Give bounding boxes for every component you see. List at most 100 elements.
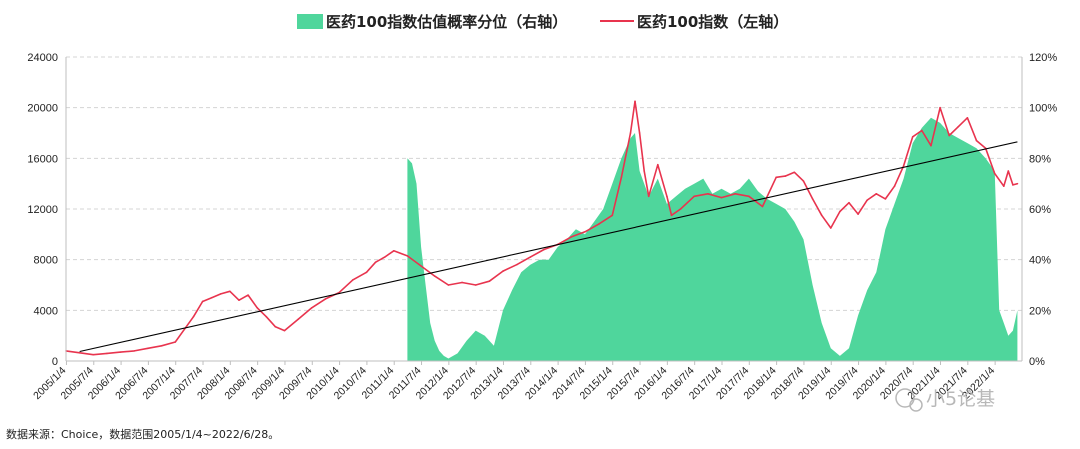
legend: 医药100指数估值概率分位（右轴） 医药100指数（左轴） <box>297 13 788 31</box>
data-point <box>957 125 960 128</box>
x-ticks: 2005/1/42005/7/42006/1/42006/7/42007/1/4… <box>31 361 997 402</box>
data-point <box>620 176 623 179</box>
data-point <box>584 231 586 233</box>
data-point <box>811 198 814 200</box>
data-point <box>461 281 463 284</box>
axes <box>65 57 1023 362</box>
data-point <box>893 185 896 187</box>
data-point <box>1016 182 1019 185</box>
data-point <box>392 250 395 252</box>
data-point <box>406 255 409 257</box>
y-left-tick-label: 12000 <box>27 204 58 216</box>
y-right-tick-label: 60% <box>1029 204 1051 216</box>
data-point <box>256 307 259 309</box>
data-point <box>707 193 709 195</box>
data-point <box>174 341 177 343</box>
data-point <box>670 214 673 217</box>
data-point <box>570 236 573 238</box>
y-right-tick-label: 40% <box>1029 255 1051 267</box>
data-point <box>365 271 368 274</box>
data-point <box>92 353 95 356</box>
data-point <box>238 299 240 302</box>
area-series-layer <box>407 117 1018 361</box>
data-point <box>884 198 887 200</box>
data-point <box>902 165 905 167</box>
watermark-text: 小5论基 <box>926 388 995 410</box>
data-point <box>734 193 736 195</box>
y-right-tick-label: 120% <box>1029 52 1057 64</box>
y-left-tick-label: 20000 <box>27 103 58 115</box>
y-right-tick-label: 0% <box>1029 356 1045 368</box>
data-point <box>147 347 149 350</box>
data-point <box>474 284 477 286</box>
data-point <box>966 117 969 119</box>
legend-label-line: 医药100指数（左轴） <box>637 13 788 31</box>
data-point <box>192 315 195 318</box>
data-point <box>311 307 313 309</box>
data-point <box>229 290 231 293</box>
data-point <box>911 136 914 138</box>
source-note: 数据来源：Choice，数据范围2005/1/4~2022/6/28。 <box>6 427 279 441</box>
y-right-tick-label: 20% <box>1029 305 1051 317</box>
data-point <box>720 196 723 199</box>
data-point <box>324 298 327 300</box>
data-point <box>529 256 532 258</box>
data-point <box>247 294 249 296</box>
data-point <box>666 195 668 198</box>
y-left-tick-label: 16000 <box>27 153 58 165</box>
series-area-valuation-percentile <box>407 117 1018 361</box>
data-point <box>219 293 222 295</box>
y-right-ticks: 0% 20% 40% 60% 80% 100% 120% <box>1029 52 1057 368</box>
watermark: 小5论基 <box>895 388 995 412</box>
data-point <box>119 351 122 353</box>
data-point <box>647 195 650 198</box>
data-point <box>78 351 81 354</box>
wechat-icon <box>895 388 915 408</box>
wechat-icon-dot <box>909 398 923 412</box>
data-point <box>793 171 796 174</box>
data-point <box>875 193 878 195</box>
data-point <box>679 208 682 210</box>
data-point <box>638 132 641 134</box>
data-point <box>975 139 978 142</box>
data-point <box>857 213 859 215</box>
data-point <box>611 214 614 217</box>
data-point <box>839 210 841 213</box>
data-point <box>629 132 632 134</box>
y-left-tick-label: 0 <box>52 356 58 368</box>
data-point <box>939 106 941 109</box>
data-point <box>993 172 996 175</box>
y-right-tick-label: 100% <box>1029 103 1057 115</box>
legend-swatch-area <box>297 14 323 29</box>
data-point <box>183 328 186 331</box>
data-point <box>948 134 950 137</box>
data-point <box>748 195 750 198</box>
data-point <box>830 227 832 229</box>
data-point <box>352 279 354 281</box>
data-point <box>693 195 696 198</box>
data-point <box>921 129 923 132</box>
data-point <box>657 163 659 166</box>
legend-label-area: 医药100指数估值概率分位（右轴） <box>326 13 567 31</box>
data-point <box>274 326 277 328</box>
y-left-tick-label: 4000 <box>34 305 58 317</box>
data-point <box>488 280 491 283</box>
data-point <box>775 176 777 179</box>
data-point <box>784 175 787 177</box>
line-series-layer <box>65 100 1019 356</box>
data-point <box>802 180 805 182</box>
data-point <box>634 100 636 103</box>
data-point <box>265 315 268 318</box>
y-left-tick-label: 8000 <box>34 255 58 267</box>
data-point <box>543 248 545 251</box>
data-point <box>383 256 386 258</box>
data-point <box>1012 184 1014 186</box>
data-point <box>1002 185 1005 187</box>
data-point <box>160 345 163 347</box>
y-left-tick-label: 24000 <box>27 52 58 64</box>
y-left-ticks: 0 4000 8000 12000 16000 20000 24000 <box>27 52 58 368</box>
data-point <box>106 352 108 355</box>
data-point <box>597 223 600 225</box>
